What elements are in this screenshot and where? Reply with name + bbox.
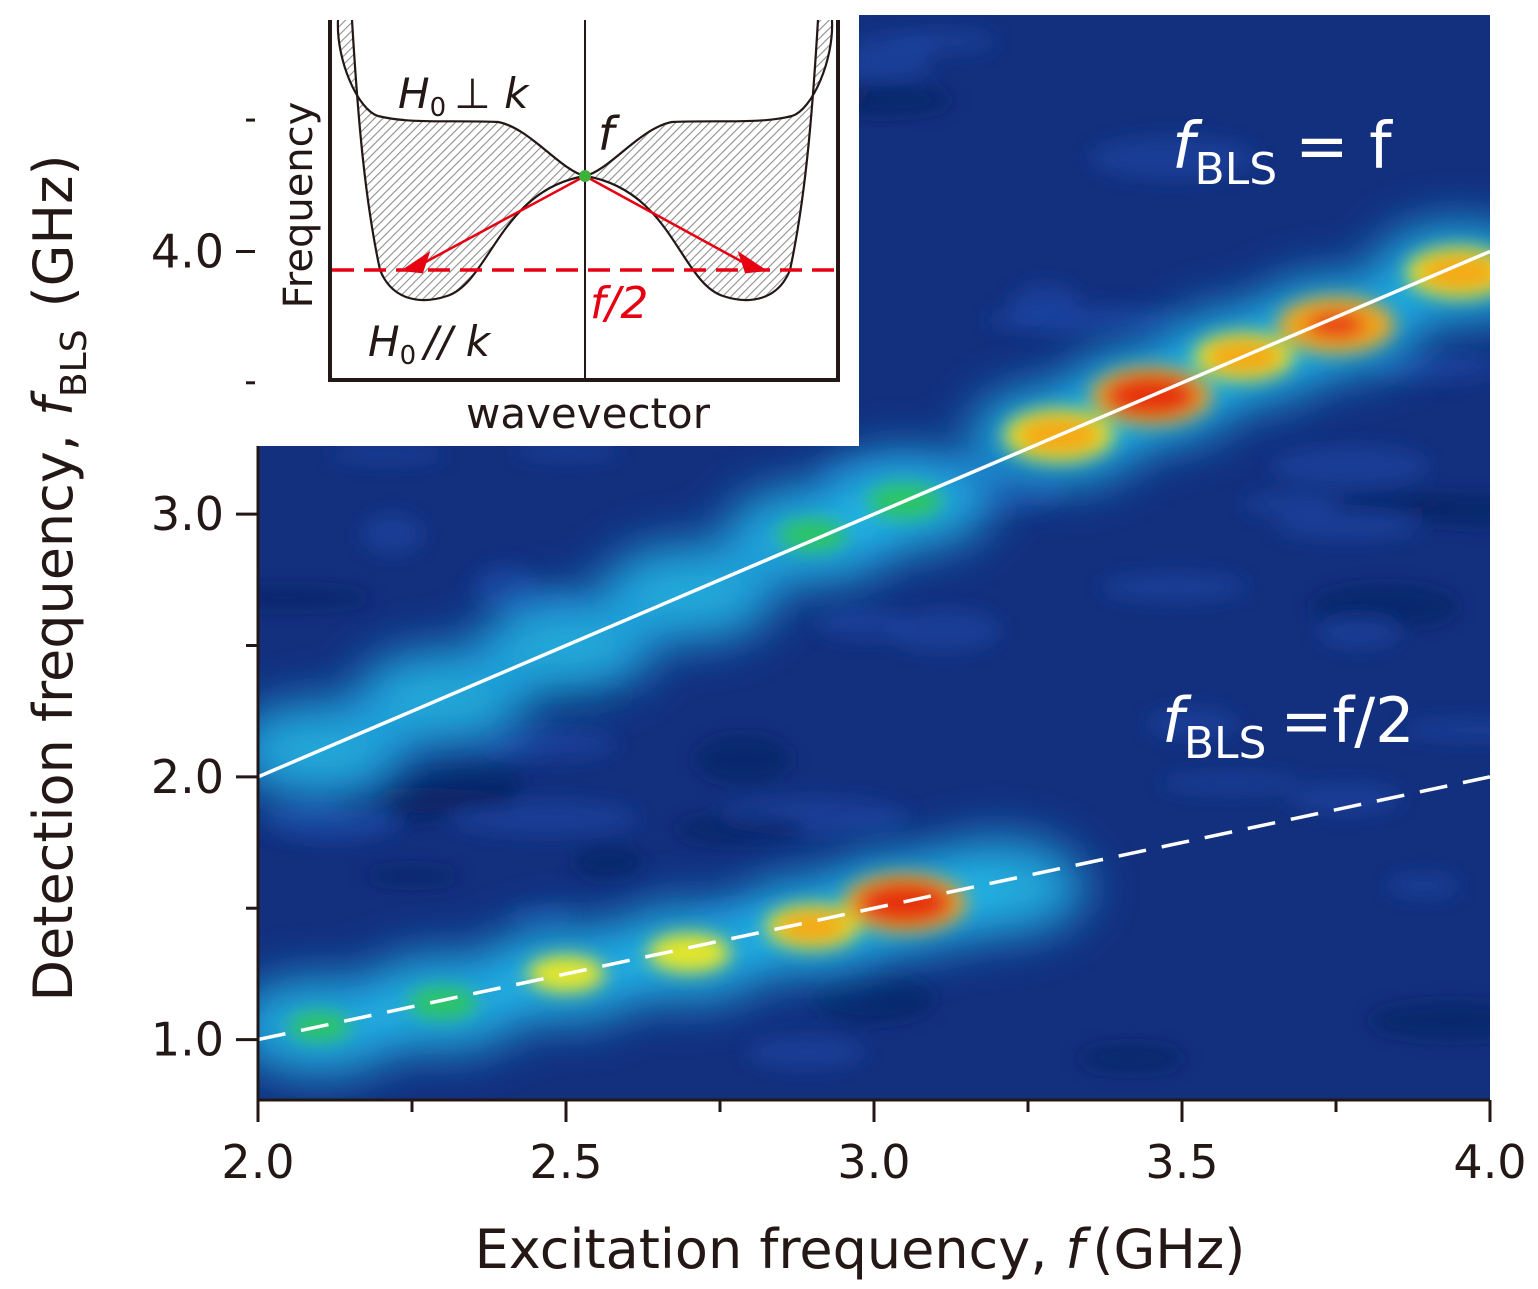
noise-blob: [694, 735, 792, 783]
noise-blob: [1270, 445, 1429, 487]
inset-pump-point: [579, 170, 591, 182]
noise-blob: [1368, 1002, 1490, 1039]
inset-band-region: [337, 20, 833, 301]
inset-scattering-arrows: [400, 174, 768, 274]
noise-blob: [363, 867, 461, 885]
x-tick-label: 2.5: [529, 1135, 602, 1189]
axis-ticks: 2.0 2.5 3.0 3.5 4.0 1.0 2.0 3.0 4.0: [151, 118, 1527, 1189]
noise-blob: [1289, 782, 1401, 814]
inset-x-axis-title: wavevector: [466, 389, 711, 438]
ridge-core-point: [1418, 253, 1490, 292]
noise-blob: [1147, 708, 1239, 739]
noise-blob: [675, 814, 806, 845]
noise-blob: [1336, 493, 1458, 513]
inset-half-frequency-label: f/2: [590, 278, 648, 329]
x-tick-label: 3.5: [1145, 1135, 1218, 1189]
noise-blob: [258, 587, 373, 609]
identity-line: [258, 249, 1490, 779]
y-tick-label: 3.0: [151, 487, 224, 541]
y-tick-label: 2.0: [151, 750, 224, 804]
noise-blob: [1160, 772, 1303, 794]
ridge-mid-point: [408, 986, 477, 1020]
inset-parallel-label: H0// k: [368, 317, 492, 371]
x-tick-label: 2.0: [221, 1135, 294, 1189]
y-tick-label: 4.0: [151, 224, 224, 278]
noise-blob: [1010, 283, 1081, 328]
x-tick-label: 3.0: [837, 1135, 910, 1189]
noise-blob: [1078, 1045, 1185, 1072]
inset-perpendicular-label: H0 ⊥ k: [398, 69, 530, 123]
noise-blob: [573, 846, 644, 879]
noise-blob: [1100, 572, 1247, 602]
annotation-line-f: fBLS = f: [1172, 110, 1393, 195]
x-axis-title: Excitation frequency, f (GHz): [475, 1218, 1246, 1281]
noise-blob: [1275, 511, 1420, 541]
y-tick-label: 1.0: [151, 1013, 224, 1067]
reference-lines: [258, 249, 1490, 1042]
noise-blob: [1318, 615, 1401, 648]
half-frequency-line: [258, 775, 1490, 1042]
noise-blob: [745, 1035, 865, 1069]
inset-y-axis-title: Frequency: [276, 102, 322, 309]
noise-blob: [810, 974, 935, 1022]
noise-blob: [1242, 492, 1340, 516]
noise-blob: [478, 728, 617, 760]
noise-blob: [329, 445, 445, 463]
noise-blob: [815, 608, 910, 639]
noise-blob: [1387, 874, 1460, 898]
noise-blob: [1400, 719, 1490, 741]
noise-blob: [451, 800, 639, 836]
ridge-peak-point: [1306, 311, 1366, 339]
inset-dispersion-diagram: f f/2 H0 ⊥ k H0// k wavevector Frequency: [255, 12, 859, 446]
noise-blob: [848, 34, 935, 72]
noise-blob: [513, 442, 620, 460]
noise-blob: [886, 609, 1001, 652]
ridge-mid-point: [778, 518, 847, 552]
noise-blob: [1089, 136, 1258, 180]
y-axis-title: Detection frequency,fBLS(GHz): [22, 154, 95, 1001]
inset-frame: [328, 20, 840, 382]
x-tick-label: 4.0: [1453, 1135, 1526, 1189]
noise-blob: [361, 513, 423, 554]
